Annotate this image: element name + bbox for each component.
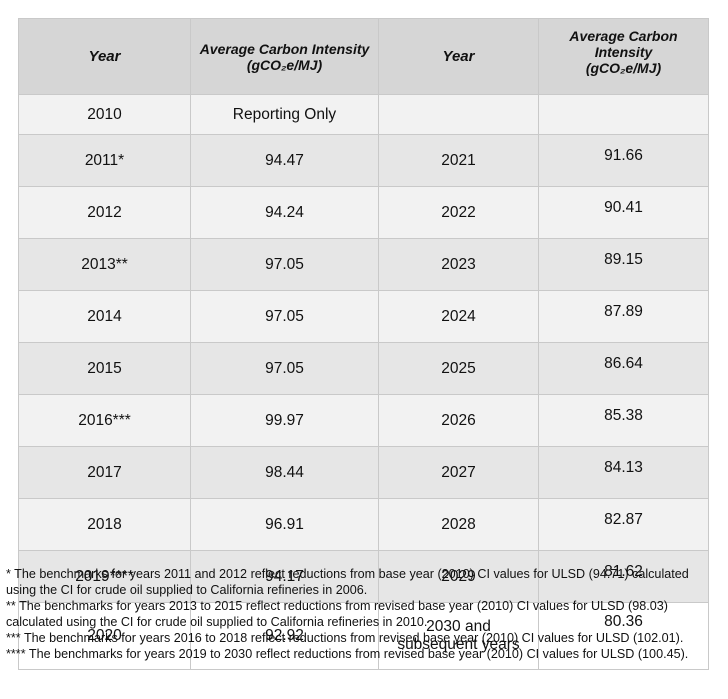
table-row: 2017 98.44 2027 84.13 — [18, 446, 709, 499]
ci-cell — [538, 94, 709, 135]
ci-cell: 98.44 — [190, 446, 379, 499]
ci-cell: 81.62 — [538, 550, 709, 603]
ci-cell: 94.17 — [190, 550, 379, 603]
year-cell: 2014 — [18, 290, 191, 343]
header-year-2: Year — [378, 18, 539, 95]
header-ci-2-line1: Average Carbon — [569, 28, 678, 44]
ci-cell: 82.87 — [538, 498, 709, 551]
year-cell: 2017 — [18, 446, 191, 499]
footnote: * The benchmarks for years 2011 and 2012… — [6, 567, 689, 597]
header-ci-1-line1: Average Carbon Intensity — [199, 40, 370, 57]
year-cell: 2026 — [378, 394, 539, 447]
year-cell — [378, 94, 539, 135]
table-row: 2010 Reporting Only — [18, 94, 709, 135]
year-cell: 2015 — [18, 342, 191, 395]
ci-cell: 87.89 — [538, 290, 709, 343]
header-ci-1-line2: (gCO₂e/MJ) — [246, 56, 323, 73]
ci-cell: 84.13 — [538, 446, 709, 499]
ci-cell: 90.41 — [538, 186, 709, 239]
table-row: 2015 97.05 2025 86.64 — [18, 342, 709, 395]
ci-cell: 80.36 — [538, 602, 709, 670]
ci-cell: 97.05 — [190, 238, 379, 291]
header-ci-1: Average Carbon Intensity (gCO₂e/MJ) — [190, 18, 379, 95]
table-row: 2012 94.24 2022 90.41 — [18, 186, 709, 239]
year-cell: 2018 — [18, 498, 191, 551]
header-ci-2-line3: (gCO₂e/MJ) — [585, 60, 662, 76]
header-ci-2-line2: Intensity — [594, 44, 653, 60]
footnote: *** The benchmarks for years 2016 to 201… — [6, 631, 684, 645]
table-row: 2014 97.05 2024 87.89 — [18, 290, 709, 343]
ci-cell: 91.66 — [538, 134, 709, 187]
ci-cell: 86.64 — [538, 342, 709, 395]
year-cell: 2010 — [18, 94, 191, 135]
year-cell: 2028 — [378, 498, 539, 551]
header-ci-2: Average Carbon Intensity (gCO₂e/MJ) — [538, 18, 709, 95]
ci-cell: 94.47 — [190, 134, 379, 187]
table-row: 2020 92.92 2030 and subsequent years 80.… — [18, 602, 709, 670]
year-cell: 2021 — [378, 134, 539, 187]
ci-cell: 97.05 — [190, 290, 379, 343]
year-cell: 2025 — [378, 342, 539, 395]
year-cell: 2020 — [18, 602, 191, 670]
ci-cell: 94.24 — [190, 186, 379, 239]
footnote: ** The benchmarks for years 2013 to 2015… — [6, 599, 668, 629]
year-cell: 2030 and subsequent years — [378, 602, 539, 670]
year-cell: 2011* — [18, 134, 191, 187]
footnote: **** The benchmarks for years 2019 to 20… — [6, 647, 689, 661]
year-line1: 2030 and — [426, 618, 491, 635]
table-row: 2011* 94.47 2021 91.66 — [18, 134, 709, 187]
year-line2: subsequent years — [397, 636, 520, 653]
carbon-intensity-table: Year Average Carbon Intensity (gCO₂e/MJ)… — [18, 18, 709, 670]
table-row: 2018 96.91 2028 82.87 — [18, 498, 709, 551]
header-year-1: Year — [18, 18, 191, 95]
ci-cell: 99.97 — [190, 394, 379, 447]
year-cell: 2027 — [378, 446, 539, 499]
footnotes: * The benchmarks for years 2011 and 2012… — [6, 566, 722, 662]
table-row: 2016*** 99.97 2026 85.38 — [18, 394, 709, 447]
year-cell: 2022 — [378, 186, 539, 239]
ci-cell: 97.05 — [190, 342, 379, 395]
ci-cell: 92.92 — [190, 602, 379, 670]
year-cell: 2013** — [18, 238, 191, 291]
table-row: 2013** 97.05 2023 89.15 — [18, 238, 709, 291]
ci-cell: Reporting Only — [190, 94, 379, 135]
year-cell: 2012 — [18, 186, 191, 239]
ci-cell: 96.91 — [190, 498, 379, 551]
ci-cell: 85.38 — [538, 394, 709, 447]
year-cell: 2024 — [378, 290, 539, 343]
year-cell: 2016*** — [18, 394, 191, 447]
ci-cell: 89.15 — [538, 238, 709, 291]
year-cell: 2023 — [378, 238, 539, 291]
table-header-row: Year Average Carbon Intensity (gCO₂e/MJ)… — [18, 18, 709, 95]
